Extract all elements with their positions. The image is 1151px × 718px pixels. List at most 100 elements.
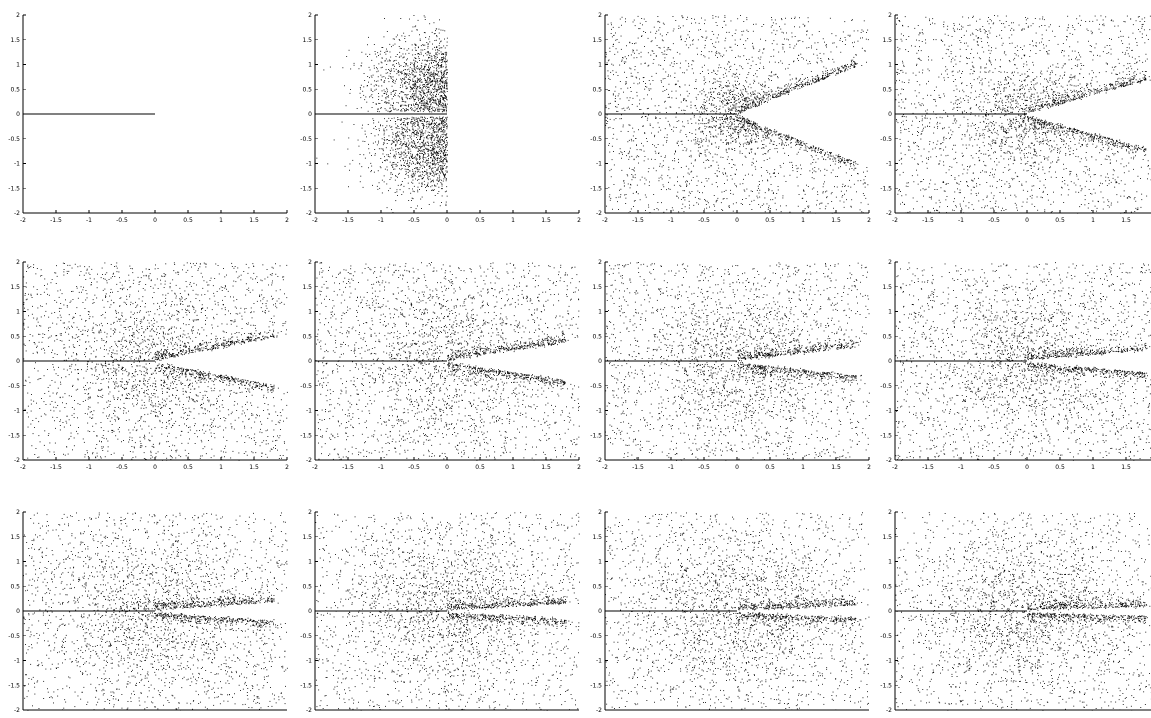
data-point [407, 148, 409, 150]
data-point [400, 18, 402, 19]
data-point [751, 151, 752, 153]
data-point [411, 153, 413, 155]
data-point [691, 191, 693, 192]
data-point [429, 80, 431, 81]
data-point [843, 201, 845, 203]
data-point [743, 117, 745, 119]
data-point [411, 141, 412, 143]
data-point [761, 129, 763, 131]
data-point [383, 89, 385, 91]
data-point [417, 80, 419, 81]
data-point [403, 62, 405, 63]
data-point [401, 79, 403, 81]
data-point [734, 39, 736, 41]
data-point [390, 76, 391, 78]
data-point [405, 73, 407, 75]
data-point [430, 147, 431, 148]
data-point [732, 94, 734, 95]
data-point [851, 175, 852, 176]
data-point [713, 33, 715, 35]
wedge-edge-point [784, 91, 786, 93]
x-tick-label: 1 [219, 217, 223, 224]
data-point [808, 47, 810, 48]
data-point [689, 192, 691, 194]
data-point [383, 137, 385, 139]
data-point [418, 86, 420, 88]
data-point [741, 96, 743, 98]
data-point [411, 154, 413, 156]
data-point [442, 78, 443, 80]
data-point [424, 66, 426, 67]
data-point [659, 118, 661, 119]
data-point [753, 82, 754, 84]
data-point [436, 131, 438, 133]
data-point [416, 162, 418, 164]
data-point [392, 81, 393, 82]
data-point [747, 86, 749, 88]
data-point [446, 186, 448, 188]
data-point [421, 174, 423, 176]
data-point [429, 167, 431, 169]
data-point [743, 134, 744, 136]
data-point [432, 110, 434, 111]
data-point [746, 77, 748, 79]
data-point [444, 101, 446, 103]
data-point [417, 82, 419, 83]
data-point [403, 154, 405, 156]
data-point [415, 50, 417, 51]
data-point [421, 146, 423, 148]
data-point [426, 137, 428, 139]
data-point [405, 88, 407, 90]
data-point [625, 61, 627, 63]
data-point [625, 81, 627, 83]
data-point [431, 148, 433, 150]
data-point [436, 107, 438, 109]
data-point [378, 148, 380, 150]
data-point [393, 96, 394, 97]
data-point [424, 106, 426, 108]
data-point [421, 81, 423, 83]
data-point [838, 160, 840, 162]
data-point [431, 139, 432, 141]
data-point [409, 162, 411, 164]
data-point [731, 49, 733, 51]
data-point [432, 154, 434, 155]
data-point [425, 147, 426, 149]
data-point [411, 109, 412, 111]
data-point [433, 70, 435, 72]
data-point [409, 137, 411, 139]
data-point [416, 159, 417, 161]
data-point [395, 145, 396, 147]
data-point [844, 71, 846, 73]
data-point [372, 118, 374, 120]
data-point [431, 136, 433, 138]
data-point [647, 37, 649, 39]
data-point [433, 149, 434, 150]
data-point [395, 144, 397, 146]
data-point [666, 34, 667, 36]
data-point [422, 155, 424, 157]
data-point [386, 89, 388, 91]
data-point [435, 68, 437, 69]
wedge-edge-point [779, 87, 781, 89]
data-point [422, 49, 424, 51]
data-point [742, 89, 744, 91]
data-point [698, 154, 700, 156]
data-point [716, 176, 718, 177]
data-point [364, 141, 366, 142]
data-point [382, 148, 384, 150]
data-point [789, 161, 791, 163]
data-point [755, 134, 757, 136]
data-point [368, 66, 370, 68]
data-point [695, 137, 697, 138]
data-point [725, 24, 727, 26]
data-point [852, 19, 853, 21]
data-point [751, 164, 753, 166]
data-point [416, 167, 418, 169]
data-point [432, 132, 434, 134]
data-point [433, 123, 435, 125]
x-tick-label: 2 [285, 217, 289, 224]
data-point [623, 182, 625, 184]
data-point [426, 185, 427, 187]
data-point [425, 173, 427, 175]
